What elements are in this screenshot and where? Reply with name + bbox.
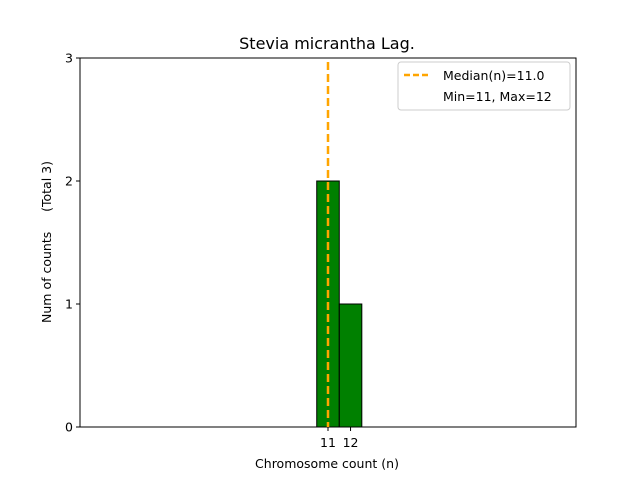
bar-12 xyxy=(338,303,363,428)
chart-title: Stevia micrantha Lag. xyxy=(239,34,415,53)
y-tick-label-0: 0 xyxy=(65,420,73,435)
legend-minmax-label: Min=11, Max=12 xyxy=(443,89,552,104)
y-tick-label-3: 3 xyxy=(65,51,73,66)
x-tick-label-11: 11 xyxy=(320,435,336,450)
x-axis-label: Chromosome count (n) xyxy=(255,456,399,471)
y-axis: 0 1 2 3 xyxy=(65,51,80,435)
legend-median-label: Median(n)=11.0 xyxy=(443,68,544,83)
y-tick-label-1: 1 xyxy=(65,297,73,312)
x-tick-label-12: 12 xyxy=(343,435,359,450)
x-axis: 11 12 xyxy=(320,427,358,450)
legend: Median(n)=11.0 Min=11, Max=12 xyxy=(397,61,571,111)
legend-box xyxy=(397,61,571,111)
y-axis-label: Num of counts (Total 3) xyxy=(39,161,54,323)
y-tick-label-2: 2 xyxy=(65,174,73,189)
bars xyxy=(316,180,363,428)
